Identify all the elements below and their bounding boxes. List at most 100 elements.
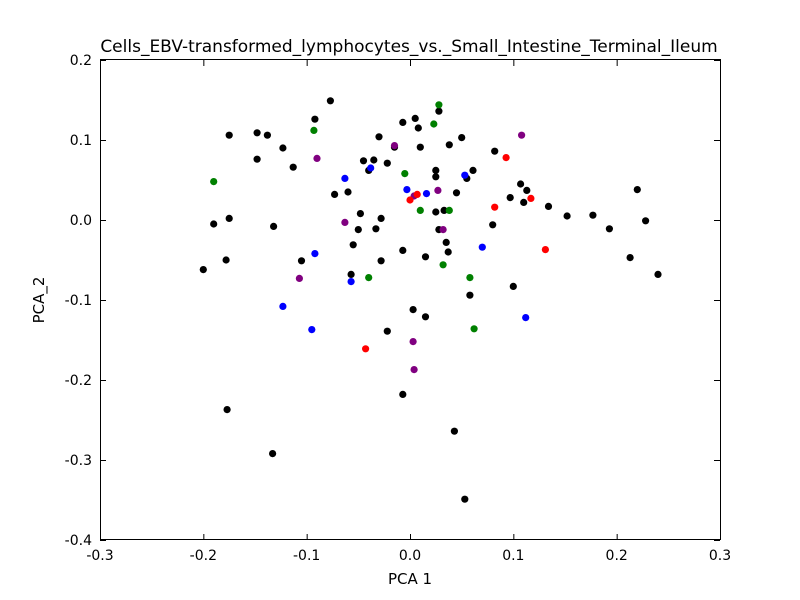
data-point [432,166,440,174]
data-point [279,302,287,310]
data-point [223,406,231,414]
data-point [311,250,319,258]
data-point [295,274,303,282]
data-point [383,327,391,335]
y-tick-label: -0.2 [65,373,92,389]
data-point [422,190,431,198]
y-tick-label: -0.3 [65,453,92,469]
ticks-layer: -0.3 -0.2 -0.1 0.0 0.1 0.2 0.3-0.4-0.3-0.2-0.1… [65,53,731,564]
data-point [469,166,477,174]
data-point [518,131,526,139]
data-point [506,194,514,202]
data-point [362,345,370,353]
data-point [308,326,316,334]
data-point [263,131,271,139]
data-point [349,241,357,249]
data-point [399,246,407,254]
data-point [633,186,641,194]
data-point [401,170,409,178]
data-point [517,180,525,188]
data-point [341,174,349,182]
x-tick-label: -0.1 [293,548,320,564]
y-tick-label: 0.0 [70,213,92,229]
data-point [416,206,424,214]
data-point [414,124,422,132]
data-point [347,270,355,278]
data-point [377,257,385,265]
data-point [491,147,499,155]
data-point [375,133,383,141]
data-point [359,157,368,165]
data-point [589,211,597,219]
data-point [341,218,349,226]
data-point [383,159,391,167]
x-tick-label: 0.2 [606,548,628,564]
data-point [399,390,407,398]
x-tick-label: 0.3 [709,548,731,564]
data-point [435,101,443,109]
y-axis-label: PCA_2 [30,277,49,324]
data-point [445,206,453,214]
data-point [297,257,306,265]
x-tick-label: 0.0 [399,548,421,564]
data-point [367,164,375,172]
data-point [310,126,318,134]
data-point [626,254,634,262]
data-point [311,115,319,123]
data-point [409,338,417,346]
data-point [354,226,362,234]
data-point [642,217,650,225]
data-point [439,261,447,269]
data-point [225,131,233,139]
data-point [527,194,535,202]
data-point [430,120,438,128]
data-point [347,278,355,286]
data-point [356,210,364,218]
data-point [439,226,447,234]
data-point [253,129,261,137]
data-point [541,246,550,254]
data-point [344,188,352,196]
data-point [466,274,474,282]
data-point [432,208,440,216]
data-point [509,282,517,290]
data-point [399,118,407,126]
data-point [470,325,478,333]
data-point [478,243,486,251]
data-point [270,222,278,230]
data-point [491,203,499,211]
x-tick-label: -0.3 [86,548,113,564]
data-point [450,427,458,435]
data-point [563,212,571,220]
points-layer [199,97,662,503]
data-point [410,366,418,374]
data-point [372,225,380,233]
data-point [442,238,450,246]
y-tick-label: 0.1 [70,133,92,149]
data-point [458,134,466,142]
x-axis-label: PCA 1 [388,570,432,588]
data-point [253,155,261,163]
data-point [413,190,421,198]
data-point [210,220,218,228]
data-point [222,256,230,264]
data-point [421,253,430,261]
data-point [502,154,510,162]
data-point [520,198,528,206]
data-point [461,495,469,503]
data-point [416,143,424,151]
data-point [434,186,442,194]
data-point [523,186,531,194]
data-point [313,154,321,162]
data-point [452,189,461,197]
data-point [403,186,411,194]
data-point [461,171,469,179]
data-point [435,107,443,115]
data-point [432,173,440,181]
data-point [654,270,662,278]
data-point [605,225,614,233]
chart-title: Cells_EBV-transformed_lymphocytes_vs._Sm… [100,37,717,57]
data-point [440,206,448,214]
